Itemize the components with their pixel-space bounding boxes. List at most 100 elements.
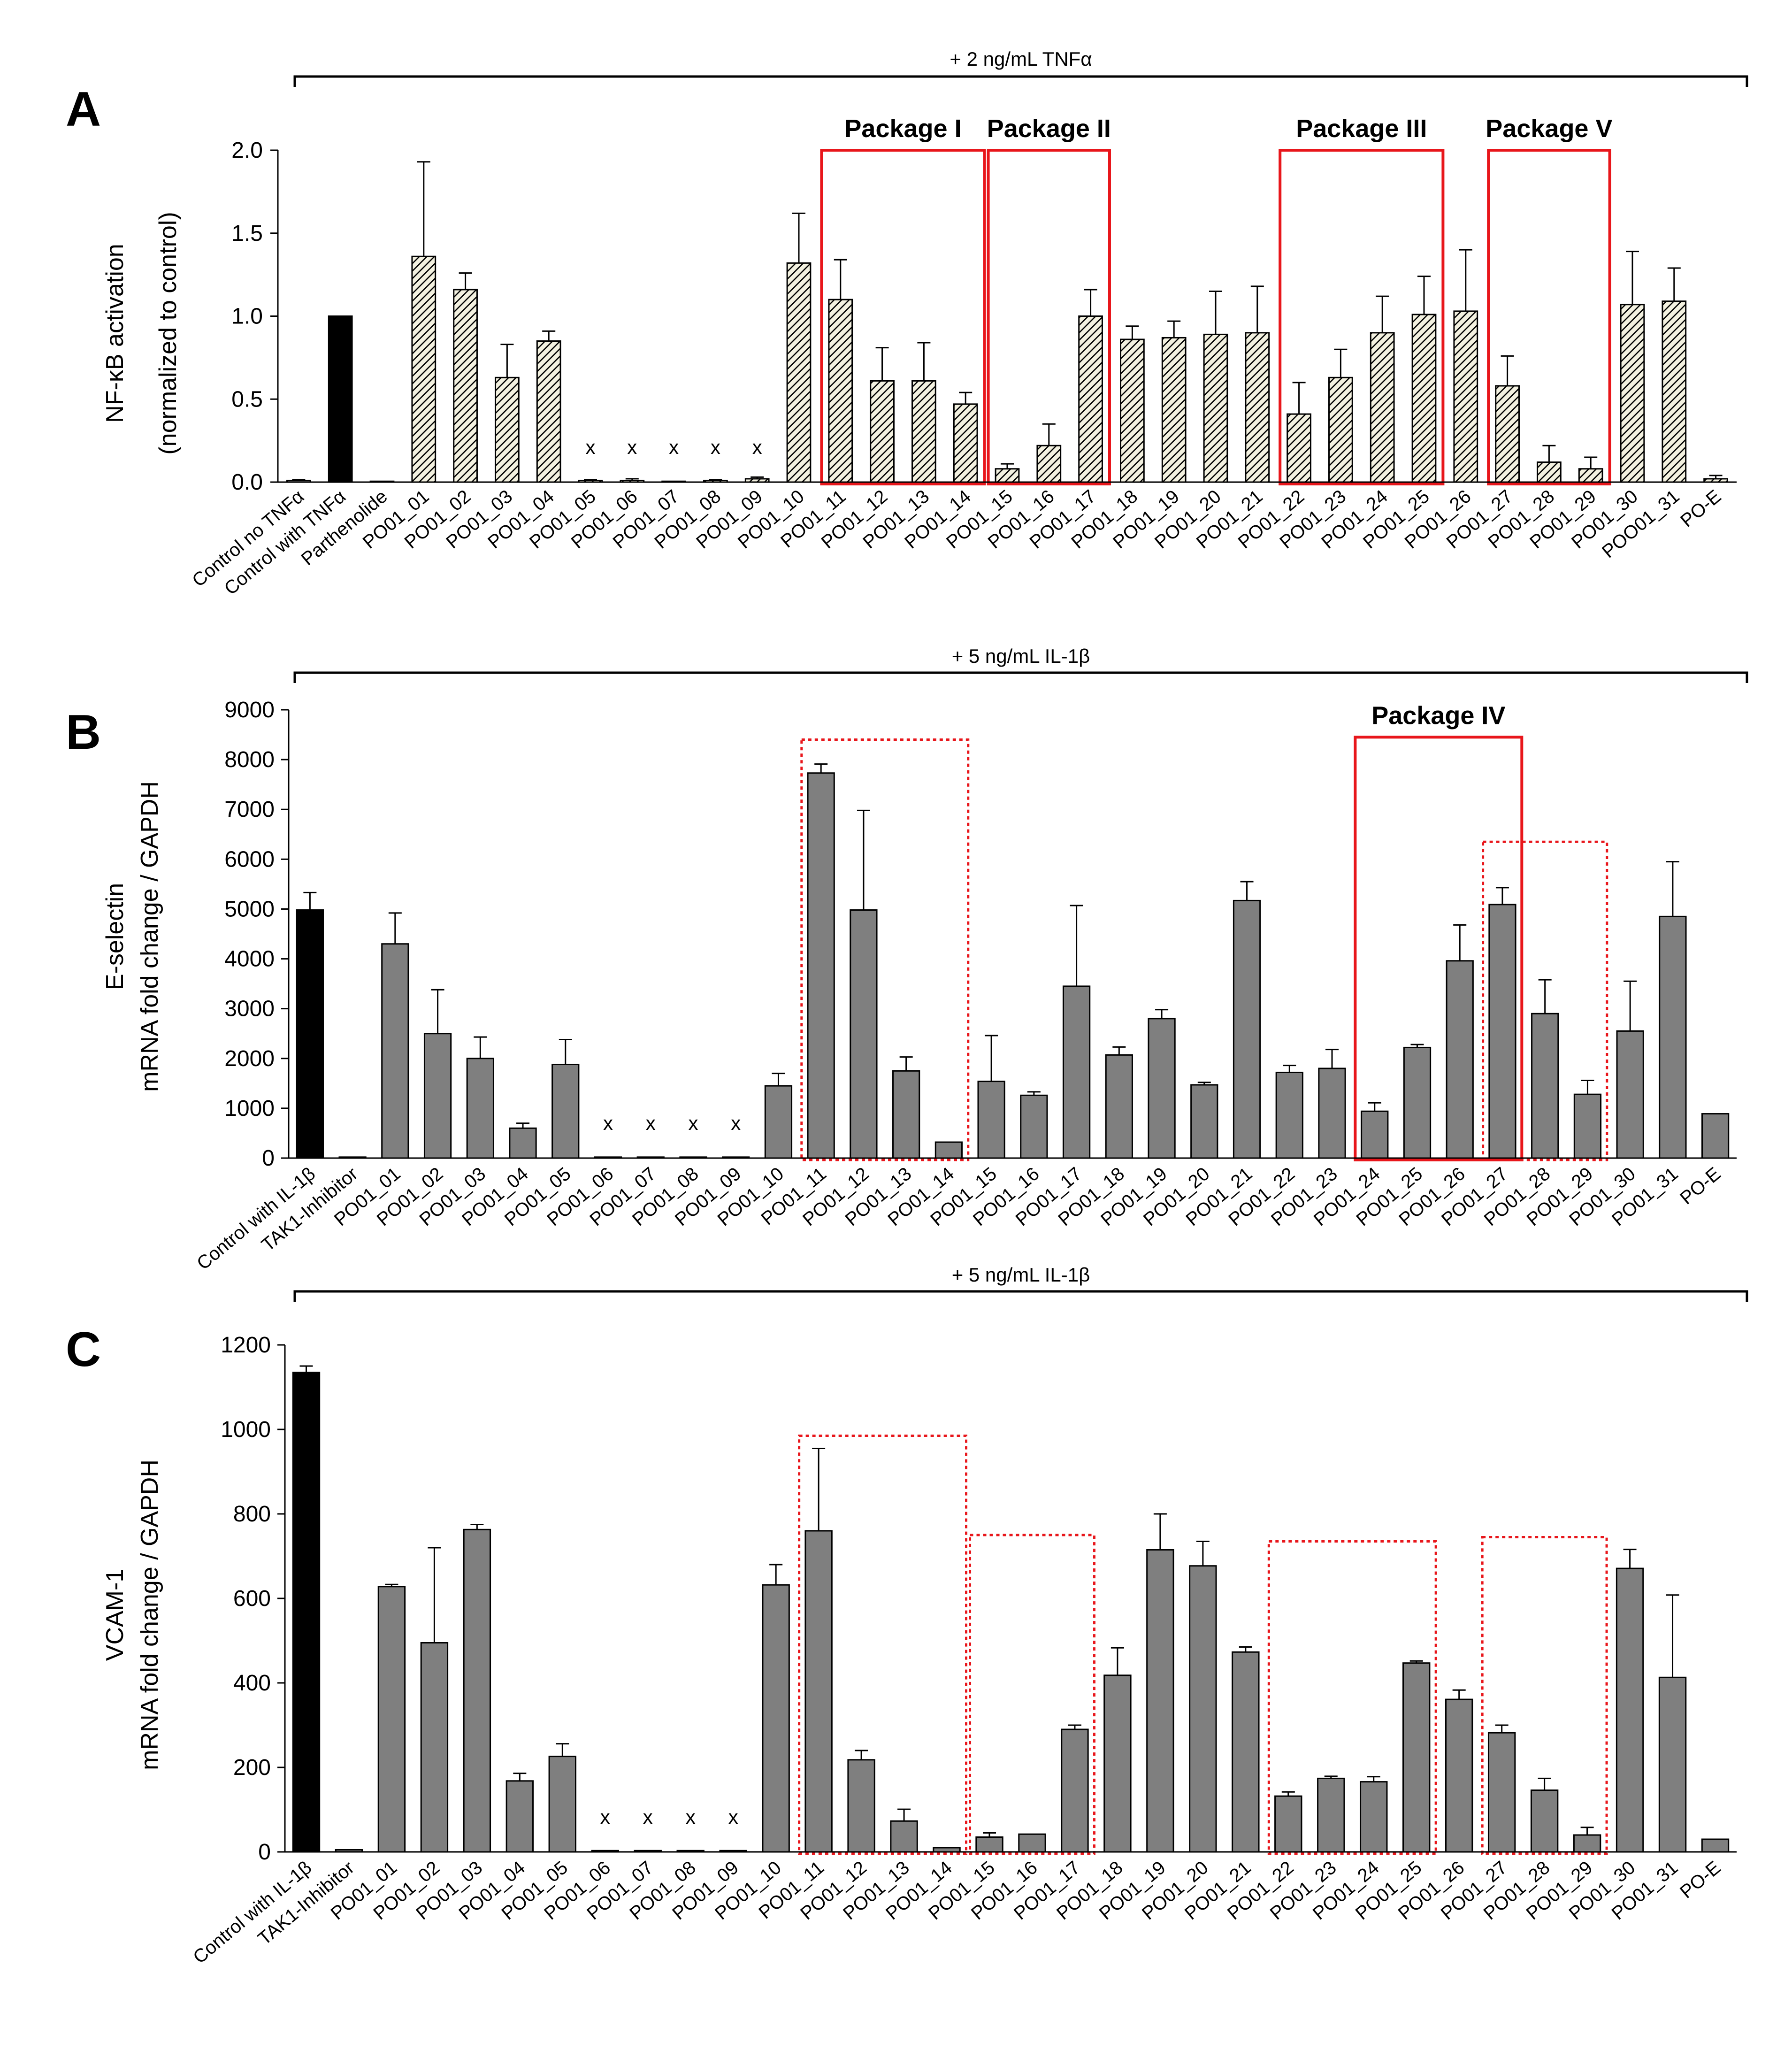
bar — [953, 403, 978, 483]
bar — [1488, 904, 1516, 1159]
inactive-marker: x — [731, 1112, 741, 1134]
bar — [1317, 1777, 1345, 1853]
bar — [1370, 332, 1395, 483]
bar — [1530, 1789, 1559, 1853]
bar — [466, 1058, 494, 1159]
panel-c-treatment-label: + 5 ng/mL IL-1β — [952, 1264, 1090, 1286]
bar — [1531, 1013, 1559, 1159]
bar — [1232, 1651, 1260, 1853]
bar — [1403, 1046, 1432, 1159]
inactive-marker: x — [686, 1806, 696, 1828]
bar — [1495, 385, 1520, 483]
bar — [1453, 310, 1478, 483]
bar — [1616, 1030, 1644, 1159]
bar — [1701, 1113, 1730, 1159]
bar — [1445, 1698, 1473, 1853]
panel-b-letter: B — [66, 705, 101, 760]
inactive-marker: x — [600, 1806, 610, 1828]
bar — [1078, 315, 1103, 483]
bar — [804, 1530, 833, 1853]
bar — [1189, 1565, 1217, 1853]
y-tick-label: 1000 — [224, 1096, 275, 1121]
bar — [764, 1085, 793, 1159]
package-box — [1482, 840, 1608, 1161]
bar — [1018, 1833, 1046, 1853]
bar — [892, 1070, 920, 1159]
inactive-marker: x — [586, 436, 596, 458]
panel-a-ylabel-line2: (normalized to control) — [154, 212, 182, 454]
bar — [505, 1780, 534, 1853]
bar — [1233, 899, 1261, 1159]
bar — [1036, 445, 1062, 483]
package-box — [987, 149, 1111, 485]
y-tick-label: 2.0 — [231, 138, 263, 163]
bar — [1361, 1110, 1389, 1159]
bar — [1274, 1795, 1302, 1853]
inactive-marker: x — [643, 1806, 653, 1828]
y-tick-label: 1.0 — [231, 304, 263, 329]
bar — [292, 1372, 321, 1853]
y-tick-label: 800 — [233, 1502, 271, 1527]
bar — [1487, 1732, 1516, 1853]
bar — [1658, 1676, 1687, 1853]
bar — [807, 772, 835, 1159]
package-label: Package III — [1296, 115, 1427, 143]
bar — [381, 943, 409, 1159]
y-tick-label: 5000 — [224, 897, 275, 921]
y-tick-label: 600 — [233, 1586, 271, 1611]
inactive-marker: x — [752, 436, 762, 458]
panel-c-letter: C — [66, 1322, 101, 1377]
bar — [536, 340, 561, 483]
y-tick-label: 0.5 — [231, 387, 263, 412]
bar — [548, 1756, 577, 1853]
bar — [870, 380, 895, 483]
panel-b-ylabel-line2: mRNA fold change / GAPDH — [136, 781, 163, 1092]
package-label: Package V — [1486, 115, 1612, 143]
bar — [850, 909, 878, 1159]
inactive-marker: x — [646, 1112, 656, 1134]
y-tick-label: 0 — [258, 1840, 271, 1865]
bar — [1020, 1094, 1048, 1159]
panel-c-treatment-bracket — [293, 1290, 1748, 1302]
bar — [828, 299, 853, 483]
panel-a: A + 2 ng/mL TNFα NF-κB activation (norma… — [66, 48, 1748, 599]
category-label: PO-E — [1676, 1857, 1724, 1903]
bar — [1103, 1674, 1132, 1853]
bar — [1620, 304, 1645, 483]
panel-c-ylabel-line2: mRNA fold change / GAPDH — [136, 1459, 163, 1770]
panel-b-ylabel-line1: E-selectin — [101, 883, 129, 990]
bar — [1537, 461, 1562, 483]
bar — [847, 1759, 875, 1853]
package-box — [1487, 149, 1611, 485]
bar — [551, 1064, 580, 1159]
y-tick-label: 9000 — [224, 698, 275, 722]
inactive-marker: x — [711, 436, 720, 458]
bar — [1411, 314, 1437, 483]
bar — [1120, 338, 1145, 483]
bar — [1105, 1054, 1133, 1159]
bar — [1328, 376, 1353, 483]
bar — [890, 1820, 918, 1853]
bar — [1061, 1728, 1089, 1853]
bar — [1146, 1549, 1174, 1853]
inactive-marker: x — [603, 1112, 613, 1134]
bar — [453, 289, 478, 483]
y-tick-label: 1200 — [221, 1333, 271, 1358]
bar — [1573, 1834, 1601, 1853]
panel-a-letter: A — [66, 82, 101, 137]
panel-b-treatment-bracket — [293, 671, 1748, 683]
y-tick-label: 0 — [262, 1146, 275, 1171]
bar — [1148, 1018, 1176, 1159]
inactive-marker: x — [669, 436, 679, 458]
panel-c: C + 5 ng/mL IL-1β VCAM-1 mRNA fold chang… — [66, 1264, 1748, 1968]
bar — [377, 1586, 406, 1853]
bar — [1701, 1838, 1730, 1853]
bar — [975, 1836, 1003, 1853]
category-label: PO-E — [1677, 486, 1725, 531]
panel-b-treatment-label: + 5 ng/mL IL-1β — [952, 645, 1090, 667]
bar — [1616, 1567, 1644, 1853]
bar — [296, 909, 324, 1159]
inactive-marker: x — [627, 436, 637, 458]
bar — [1402, 1662, 1431, 1853]
